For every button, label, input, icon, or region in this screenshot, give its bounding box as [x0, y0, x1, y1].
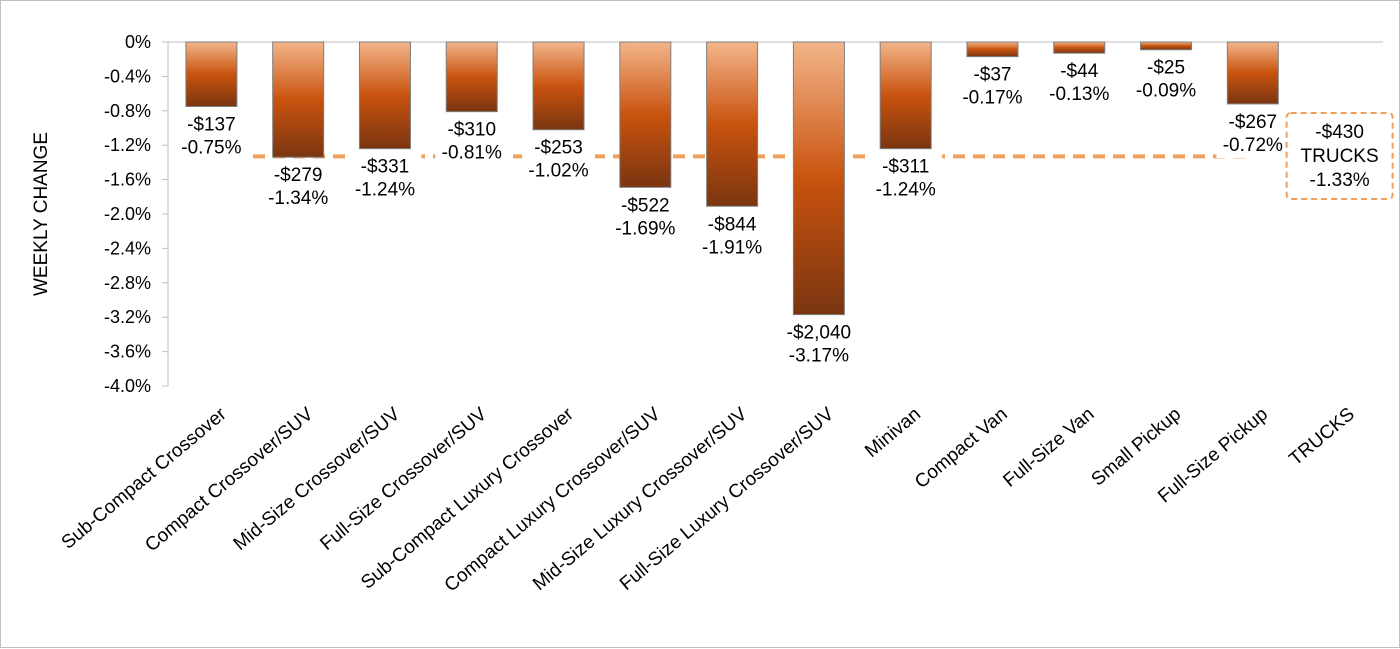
bar-data-label: -$25-0.09% — [1129, 53, 1203, 104]
percent-label: -3.17% — [789, 346, 849, 367]
data-label-background — [956, 60, 1029, 111]
data-label-background — [261, 161, 335, 212]
bar — [272, 41, 325, 158]
y-tick-label: -0.4% — [104, 66, 151, 86]
x-category-label: Full-Size Crossover/SUV — [317, 404, 492, 555]
bar-data-label: -$137-0.75% — [174, 110, 248, 161]
percent-label: -0.17% — [962, 88, 1022, 109]
bar-data-label: -$44-0.13% — [1042, 57, 1116, 108]
trucks-callout: -$430 TRUCKS -1.33% — [1285, 112, 1394, 200]
trucks-callout-text: TRUCKS — [1301, 146, 1379, 167]
trucks-callout-text: -1.33% — [1310, 170, 1370, 191]
bar — [619, 41, 672, 188]
y-tick-label: -1.6% — [104, 170, 151, 190]
bar — [1053, 41, 1106, 54]
x-category-label: Full-Size Van — [999, 404, 1098, 492]
y-tick-label: -4.0% — [104, 376, 151, 396]
data-label-background — [522, 133, 595, 184]
y-tick-label: -2.8% — [104, 273, 151, 293]
percent-label: -0.81% — [442, 143, 502, 164]
x-category-label: Minivan — [861, 404, 925, 462]
data-label-background — [695, 210, 769, 261]
percent-label: -1.24% — [876, 180, 936, 201]
bar — [1140, 41, 1193, 51]
bar-data-label: -$279-1.34% — [261, 161, 335, 212]
bar-data-label: -$844-1.91% — [695, 210, 769, 261]
bar — [706, 41, 759, 207]
bar-data-label: -$267-0.72% — [1216, 107, 1290, 158]
dollar-label: -$522 — [621, 195, 670, 216]
bar — [879, 41, 932, 150]
x-category-label: TRUCKS — [1285, 404, 1358, 470]
bar-data-label: -$311-1.24% — [869, 152, 943, 203]
bar — [1226, 41, 1279, 105]
dollar-label: -$267 — [1229, 112, 1278, 133]
y-tick-label: -1.2% — [104, 135, 151, 155]
data-label-background — [1216, 107, 1290, 158]
y-tick-label: -3.2% — [104, 307, 151, 327]
bar — [792, 41, 845, 316]
percent-label: -1.24% — [355, 180, 415, 201]
bar — [358, 41, 411, 150]
bar-data-label: -$331-1.24% — [348, 152, 422, 203]
data-label-background — [1042, 57, 1116, 108]
data-label-background — [869, 152, 943, 203]
percent-label: -0.09% — [1136, 81, 1196, 102]
dollar-label: -$844 — [708, 214, 757, 235]
bar — [532, 41, 585, 131]
y-tick-label: -2.0% — [104, 204, 151, 224]
dollar-label: -$2,040 — [787, 323, 851, 344]
data-label-background — [435, 115, 509, 166]
percent-label: -0.72% — [1223, 135, 1283, 156]
bar-data-label: -$37-0.17% — [956, 60, 1029, 111]
dollar-label: -$37 — [973, 65, 1011, 86]
dollar-label: -$331 — [361, 157, 410, 178]
percent-label: -1.91% — [702, 237, 762, 258]
trucks-callout-box — [1285, 112, 1394, 200]
y-tick-label: 0% — [125, 32, 151, 52]
y-tick-label: -3.6% — [104, 342, 151, 362]
data-label-background — [348, 152, 422, 203]
dollar-label: -$279 — [274, 165, 323, 186]
y-tick-label: -0.8% — [104, 101, 151, 121]
y-tick-label: -2.4% — [104, 238, 151, 258]
dollar-label: -$137 — [187, 115, 236, 136]
x-category-label: Sub-Compact Crossover — [58, 403, 231, 553]
x-category-label: Compact Crossover/SUV — [141, 404, 317, 557]
y-axis-title: WEEKLY CHANGE — [31, 132, 52, 296]
data-label-background — [1129, 53, 1203, 104]
x-category-label: Compact Van — [911, 404, 1012, 493]
dollar-label: -$44 — [1060, 61, 1098, 82]
percent-label: -1.34% — [268, 188, 328, 209]
bar-data-label: -$2,040-3.17% — [777, 318, 861, 369]
bar-data-label: -$522-1.69% — [608, 191, 682, 242]
bar — [185, 41, 238, 107]
bar — [445, 41, 498, 113]
dollar-label: -$311 — [882, 157, 929, 178]
dollar-label: -$253 — [534, 138, 583, 159]
data-label-background — [777, 318, 861, 369]
dollar-label: -$310 — [447, 120, 496, 141]
percent-label: -0.13% — [1049, 84, 1109, 105]
dollar-label: -$25 — [1147, 58, 1185, 79]
bar-layer — [185, 41, 1279, 316]
percent-label: -1.69% — [615, 218, 675, 239]
data-label-background — [174, 110, 248, 161]
data-label-layer: -$137-0.75%-$279-1.34%-$331-1.24%-$310-0… — [174, 53, 1394, 369]
bar-data-label: -$253-1.02% — [522, 133, 595, 184]
data-label-background — [608, 191, 682, 242]
bar — [966, 41, 1019, 58]
percent-label: -1.02% — [528, 161, 588, 182]
bar-data-label: -$310-0.81% — [435, 115, 509, 166]
trucks-callout-text: -$430 — [1315, 122, 1364, 143]
x-category-label: Mid-Size Crossover/SUV — [230, 404, 405, 555]
percent-label: -0.75% — [181, 138, 241, 159]
